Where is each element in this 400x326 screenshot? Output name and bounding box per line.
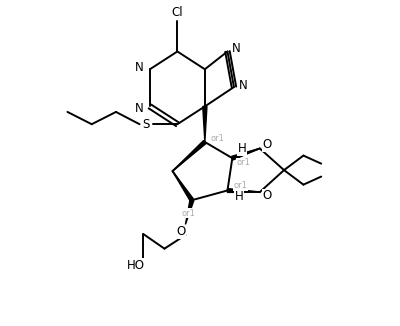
Polygon shape — [172, 171, 194, 201]
Text: or1: or1 — [234, 181, 247, 190]
Text: N: N — [232, 42, 241, 55]
Text: or1: or1 — [211, 134, 225, 143]
Text: HO: HO — [127, 259, 145, 272]
Text: N: N — [239, 79, 248, 92]
Polygon shape — [203, 106, 207, 142]
Text: O: O — [176, 225, 185, 238]
Polygon shape — [186, 200, 194, 224]
Polygon shape — [172, 141, 206, 171]
Text: or1: or1 — [182, 209, 196, 217]
Text: or1: or1 — [237, 158, 250, 168]
Text: N: N — [135, 61, 144, 74]
Polygon shape — [232, 148, 260, 160]
Text: O: O — [262, 189, 272, 202]
Polygon shape — [227, 188, 260, 192]
Text: Cl: Cl — [172, 6, 183, 19]
Text: O: O — [262, 138, 272, 151]
Text: H: H — [238, 142, 246, 155]
Text: N: N — [135, 102, 144, 114]
Text: H: H — [234, 190, 243, 203]
Text: S: S — [142, 118, 150, 131]
